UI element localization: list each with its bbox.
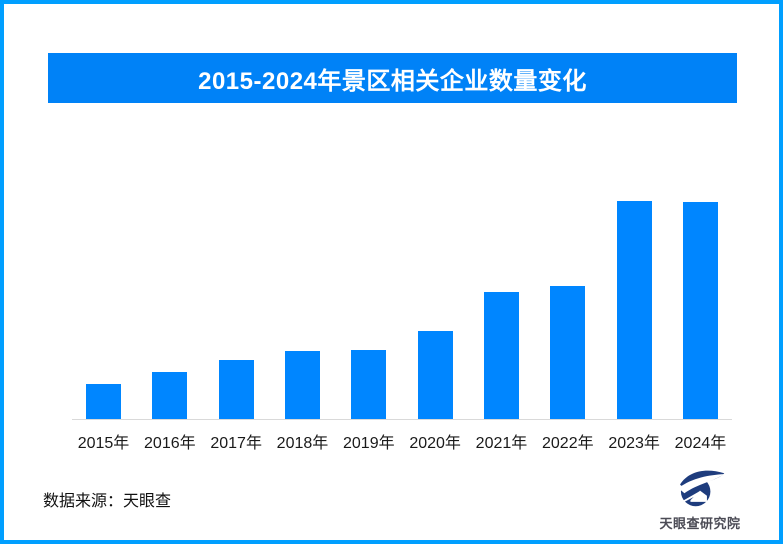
tianyancha-logo-text: 天眼查研究院 [659, 516, 741, 531]
bar-column: 2024年 [675, 180, 726, 452]
bar-2019年 [351, 350, 387, 419]
bar-column: 2018年 [277, 180, 328, 452]
x-axis-label: 2021年 [475, 435, 528, 452]
bar-2020年 [417, 331, 453, 419]
bar-2015年 [86, 384, 121, 419]
x-axis-label: 2023年 [608, 435, 660, 452]
bar-column: 2022年 [542, 180, 594, 452]
bar-2018年 [284, 351, 320, 419]
bar-2023年 [616, 201, 652, 419]
bar-column: 2016年 [144, 180, 196, 452]
bar-column: 2020年 [409, 180, 461, 452]
x-axis-label: 2017年 [210, 435, 262, 452]
bar-column: 2019年 [343, 180, 395, 452]
bar-2024年 [682, 202, 718, 419]
bar-2021年 [483, 292, 519, 419]
bar-2017年 [218, 360, 254, 419]
x-axis-label: 2020年 [409, 435, 461, 452]
x-axis-label: 2018年 [276, 435, 329, 452]
bar-column: 2023年 [608, 180, 660, 452]
tianyancha-eye-icon [678, 470, 725, 507]
tianyancha-logo: 天眼查研究院 [652, 466, 748, 532]
bar-column: 2017年 [210, 180, 262, 452]
x-axis-label: 2016年 [144, 435, 196, 452]
chart-title-banner: 2015-2024年景区相关企业数量变化 [48, 53, 737, 103]
data-source-label: 数据来源：天眼查 [43, 493, 172, 510]
chart-title: 2015-2024年景区相关企业数量变化 [198, 67, 587, 95]
x-axis-label: 2019年 [343, 435, 395, 452]
bar-column: 2021年 [476, 180, 527, 452]
x-axis-label: 2024年 [674, 435, 727, 452]
bar-2016年 [152, 372, 188, 419]
x-axis-label: 2015年 [77, 435, 130, 452]
bar-2022年 [550, 286, 586, 419]
x-axis-label: 2022年 [541, 435, 594, 452]
bar-chart: 2015年 2016年 2017年 2018年 2019年 2020年 2021年 2022年… [72, 180, 732, 452]
bar-column: 2015年 [78, 180, 129, 452]
